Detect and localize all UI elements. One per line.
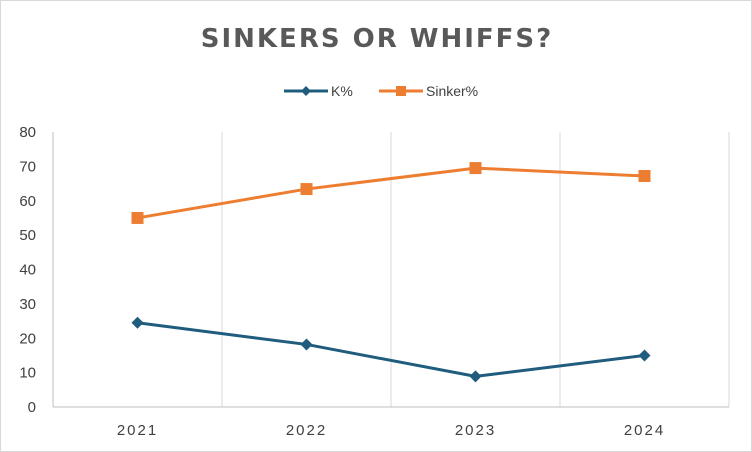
legend: K% Sinker% [284,83,478,99]
legend-label: Sinker% [426,83,478,99]
y-axis-ticks: 0 10 20 30 40 50 60 70 80 [19,124,36,416]
x-tick-label: 2024 [624,422,665,439]
y-tick-label: 40 [19,262,36,279]
data-point [638,349,651,362]
y-tick-label: 0 [28,399,36,416]
x-tick-label: 2022 [286,422,327,439]
data-point [131,211,144,224]
data-point [469,370,482,383]
y-tick-label: 10 [19,365,36,382]
y-tick-label: 70 [19,158,36,175]
y-tick-label: 60 [19,193,36,210]
axes [52,132,729,408]
legend-label: K% [331,83,353,99]
series-line [137,166,645,220]
data-point [638,170,651,182]
x-tick-label: 2023 [455,422,496,439]
y-tick-label: 50 [19,227,36,244]
legend-item: K% [284,83,353,99]
series-sinker- [131,162,651,224]
chart-title: SINKERS OR WHIFFS? [201,24,553,54]
y-tick-label: 30 [19,296,36,313]
data-point [131,316,144,329]
data-point [469,162,482,175]
series-layer [131,162,651,383]
series-k- [131,316,651,383]
y-tick-label: 20 [19,330,36,347]
x-tick-label: 2021 [117,422,158,439]
data-point [300,183,313,196]
x-axis-ticks: 2021 2022 2023 2024 [117,422,665,439]
series-line [137,321,645,378]
y-tick-label: 80 [19,124,36,141]
legend-item: Sinker% [379,83,478,99]
legend-marker [396,86,406,96]
legend-marker [301,86,311,96]
data-point [300,338,313,351]
